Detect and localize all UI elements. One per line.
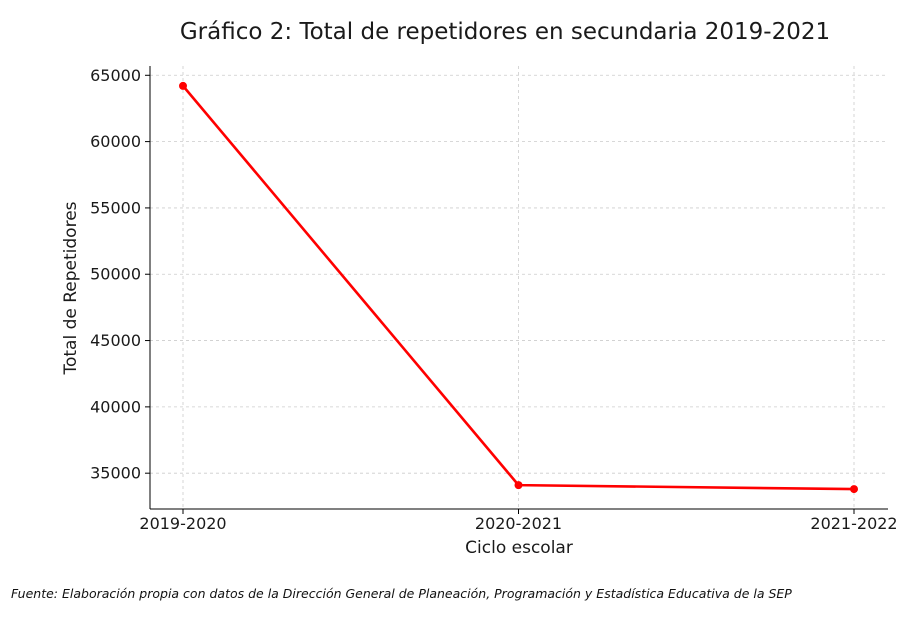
grid — [150, 66, 888, 509]
y-axis-ticks: 35000 40000 45000 50000 55000 60000 65000 — [90, 66, 150, 483]
y-axis-label: Total de Repetidores — [61, 201, 81, 375]
y-tick-label: 60000 — [90, 132, 141, 151]
x-axis-label: Ciclo escolar — [465, 538, 573, 558]
source-note: Fuente: Elaboración propia con datos de … — [11, 586, 792, 601]
data-point — [850, 485, 858, 494]
x-axis-ticks: 2019-2020 2020-2021 2021-2022 — [139, 509, 898, 533]
data-point — [514, 481, 523, 490]
y-tick-label: 35000 — [90, 464, 141, 483]
data-point — [179, 81, 187, 90]
y-tick-label: 55000 — [90, 198, 141, 217]
x-tick-label: 2021-2022 — [810, 514, 897, 533]
y-tick-label: 50000 — [90, 265, 141, 284]
series — [179, 81, 858, 494]
y-tick-label: 65000 — [90, 66, 141, 85]
y-tick-label: 40000 — [90, 397, 141, 416]
y-tick-label: 45000 — [90, 331, 141, 350]
x-tick-label: 2019-2020 — [139, 514, 226, 533]
x-tick-label: 2020-2021 — [475, 514, 562, 533]
chart-title: Gráfico 2: Total de repetidores en secun… — [180, 19, 830, 45]
axes — [149, 66, 888, 510]
